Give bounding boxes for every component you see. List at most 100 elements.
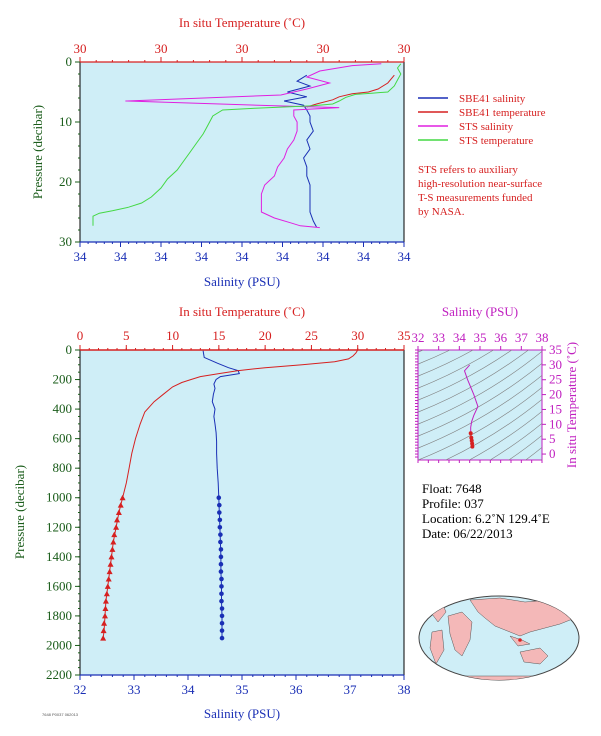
ts-deep-point [470,444,475,449]
near-surface-y-axis-label: Pressure (decibar) [30,105,45,199]
full-profile-y-tick-label: 0 [66,342,73,357]
date-line: Date: 06/22/2013 [422,526,513,541]
temperature-bottle-marker [105,575,112,582]
full-profile-top-tick-label: 20 [259,328,272,343]
near-surface-bottom-tick-label: 34 [195,249,209,264]
map-land-south-america [429,629,445,665]
map-land-africa [447,611,473,657]
salinity-bottle-marker [219,620,225,626]
legend-label: STS salinity [459,121,514,133]
near-surface-series-line [306,74,395,108]
full-profile-bottom-tick-label: 36 [290,682,304,697]
full-profile-top-tick-label: 10 [166,328,179,343]
salinity-bottle-marker [219,613,225,619]
full-profile-y-tick-label: 1800 [46,608,72,623]
ts-right-tick-label: 15 [549,401,562,416]
full-profile-top-axis-label: In situ Temperature (˚C) [179,304,305,319]
temperature-bottle-marker [101,620,108,626]
temperature-bottle-marker [103,590,110,597]
full-profile-bottom-tick-label: 38 [398,682,411,697]
temperature-bottle-marker [110,539,117,545]
sts-note-line: by NASA. [418,206,465,218]
near-surface-y-tick-label: 10 [59,114,72,129]
full-profile-y-tick-label: 600 [53,431,73,446]
near-surface-bottom-tick-label: 34 [317,249,331,264]
ts-density-contour [418,350,451,365]
temperature-bottle-marker [111,531,118,538]
full-profile-top-tick-label: 35 [398,328,411,343]
ts-density-contour [525,446,542,460]
sts-note-line: high-resolution near-surface [418,178,542,190]
location-line: Location: 6.2˚N 129.4˚E [422,511,550,526]
ts-right-tick-label: 35 [549,342,562,357]
temperature-bottle-marker [119,494,126,501]
temperature-bottle-marker [104,583,111,589]
near-surface-top-tick-label: 30 [155,41,168,56]
salinity-bottle-marker [219,635,225,641]
ts-top-tick-label: 35 [474,330,487,345]
ts-density-contour [408,247,552,332]
world-map-inset [418,595,580,681]
temperature-bottle-marker [101,612,108,619]
legend-label: SBE41 temperature [459,107,546,119]
ts-top-tick-label: 38 [536,330,549,345]
near-surface-y-tick-label: 0 [66,54,73,69]
full-profile-y-tick-label: 800 [53,460,73,475]
ts-density-contour [418,350,542,425]
salinity-bottle-marker [219,628,225,633]
ts-plot-background [417,349,543,461]
sts-note: STS refers to auxiliary high-resolution … [418,164,542,218]
salinity-bottle-marker [218,554,224,560]
ts-density-contour [418,350,494,389]
salinity-bottle-marker [217,510,222,515]
full-profile-y-tick-label: 1000 [46,490,72,505]
near-surface-bottom-tick-label: 34 [74,249,88,264]
full-profile-y-axis-label: Pressure (decibar) [12,465,27,559]
temperature-bottle-marker [108,553,115,560]
full-profile-top-tick-label: 0 [77,328,84,343]
near-surface-y-tick-label: 30 [59,234,72,249]
full-profile-bottom-tick-label: 34 [182,682,196,697]
near-surface-legend: SBE41 salinity SBE41 temperature STS salin… [418,93,546,147]
ts-top-tick-label: 32 [412,330,425,345]
full-profile-y-tick-label: 1600 [46,578,72,593]
ts-right-tick-label: 30 [549,357,562,372]
temperature-bottle-marker [100,635,107,641]
temperature-bottle-marker [107,561,114,567]
full-profile-chart: 0 5 10 15 20 25 30 35 32 33 34 35 36 37 38 0 200 400 600 80… [12,304,411,721]
salinity-bottle-marker [219,591,224,597]
ts-right-tick-label: 10 [549,416,562,431]
legend-label: SBE41 salinity [459,93,526,105]
float-id-line: Float: 7648 [422,481,482,496]
ts-deep-point [469,438,474,443]
salinity-bottle-marker [216,495,222,501]
full-profile-bottom-tick-label: 32 [74,682,87,697]
temperature-bottle-marker [114,516,121,523]
ts-density-contour [418,350,474,377]
full-profile-y-tick-label: 1400 [46,549,72,564]
temperature-bottle-marker [109,546,116,552]
full-profile-y-tick-label: 1200 [46,519,72,534]
salinity-bottle-marker [218,569,224,574]
ts-density-contour [418,350,513,401]
sts-note-line: T-S measurements funded [418,192,533,204]
temperature-bottle-marker [102,598,109,604]
near-surface-plot-background [79,61,405,243]
full-profile-top-tick-label: 25 [305,328,318,343]
profile-line: Profile: 037 [422,496,484,511]
near-surface-series-line [92,63,402,226]
near-surface-top-tick-label: 30 [317,41,330,56]
ts-density-contour [418,350,529,413]
ts-right-tick-label: 5 [549,431,556,446]
full-profile-y-tick-label: 200 [53,372,73,387]
ts-deep-point [470,441,475,446]
near-surface-series-line [125,63,382,229]
map-land-australia [519,647,549,665]
ts-density-contour [418,374,542,449]
ts-top-tick-label: 33 [432,330,445,345]
ts-right-tick-label: 20 [549,387,562,402]
salinity-bottle-marker [218,547,224,552]
salinity-bottle-marker [217,502,222,508]
ts-deep-point [469,435,474,440]
